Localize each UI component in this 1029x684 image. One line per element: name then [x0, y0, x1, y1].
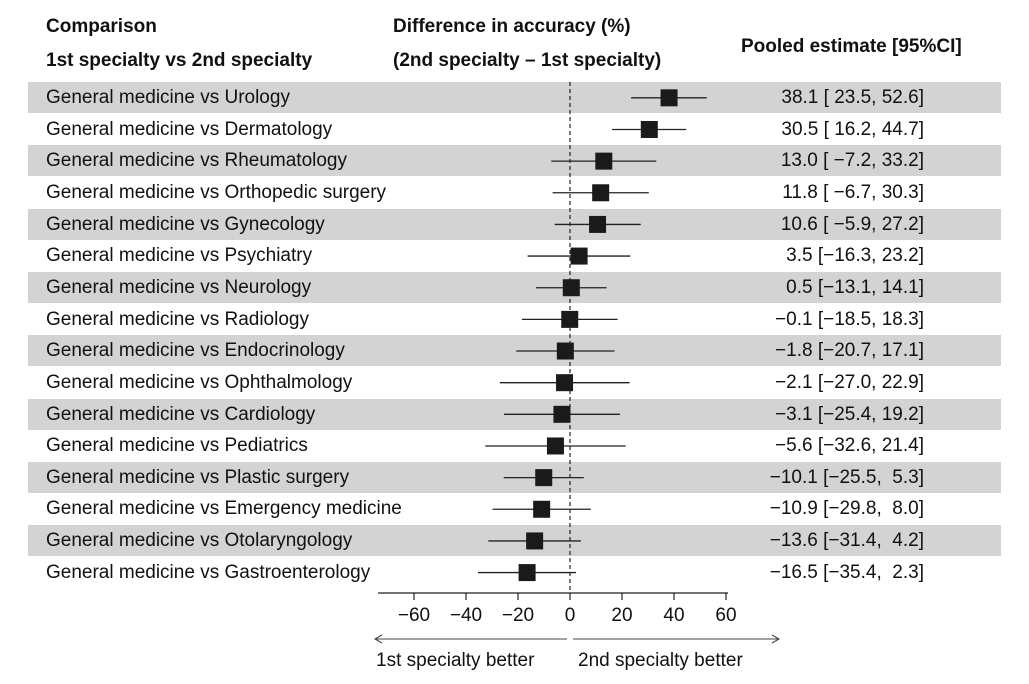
comparison-label: General medicine vs Endocrinology	[46, 340, 345, 362]
row-shading	[28, 208, 1001, 240]
x-tick-label: 0	[564, 605, 576, 626]
x-tick-label: 40	[663, 605, 685, 626]
comparison-label: General medicine vs Cardiology	[46, 403, 316, 425]
x-tick-label: 60	[715, 605, 737, 626]
comparison-label: General medicine vs Rheumatology	[46, 150, 347, 172]
pooled-estimate-value: 30.5 [ 16.2, 44.7]	[781, 118, 924, 140]
comparison-label: General medicine vs Pediatrics	[46, 435, 308, 457]
comparison-label: General medicine vs Gastroenterology	[46, 561, 371, 583]
pooled-estimate-value: −13.6 [−31.4, 4.2]	[769, 530, 924, 552]
point-estimate	[592, 184, 610, 202]
pooled-estimate-value: −5.6 [−32.6, 21.4]	[775, 435, 924, 457]
left-direction-arrow	[373, 634, 567, 644]
direction-right-label: 2nd specialty better	[578, 650, 743, 671]
x-tick-label: 20	[611, 605, 633, 626]
comparison-label: General medicine vs Otolaryngology	[46, 530, 353, 552]
point-estimate	[570, 247, 588, 265]
pooled-estimate-value: 10.6 [ −5.9, 27.2]	[780, 213, 924, 235]
pooled-estimate-value: −0.1 [−18.5, 18.3]	[775, 308, 924, 330]
x-tick-label: −20	[501, 605, 535, 626]
difference-subheader: (2nd specialty – 1st specialty)	[393, 50, 662, 71]
point-estimate	[553, 405, 571, 423]
comparison-label: General medicine vs Dermatology	[46, 118, 333, 140]
pooled-estimate-header: Pooled estimate [95%CI]	[741, 36, 962, 57]
comparison-label: General medicine vs Emergency medicine	[46, 498, 402, 520]
x-tick-label: −40	[449, 605, 483, 626]
difference-header: Difference in accuracy (%)	[393, 16, 631, 37]
comparison-label: General medicine vs Gynecology	[46, 213, 325, 235]
point-estimate	[535, 469, 553, 487]
point-estimate	[589, 215, 607, 233]
point-estimate	[595, 152, 613, 170]
point-estimate	[660, 89, 678, 107]
direction-left-label: 1st specialty better	[376, 650, 535, 671]
pooled-estimate-value: 38.1 [ 23.5, 52.6]	[781, 87, 924, 108]
point-estimate	[561, 310, 579, 328]
comparison-label: General medicine vs Psychiatry	[46, 245, 313, 267]
point-estimate	[518, 564, 536, 582]
row-shading	[28, 271, 1001, 303]
point-estimate	[562, 279, 580, 297]
comparison-header: Comparison	[46, 16, 157, 37]
pooled-estimate-value: −16.5 [−35.4, 2.3]	[769, 561, 924, 583]
pooled-estimate-value: 11.8 [ −6.7, 30.3]	[782, 181, 924, 203]
x-tick-label: −60	[397, 605, 431, 626]
pooled-estimate-value: 13.0 [ −7.2, 33.2]	[780, 150, 924, 172]
comparison-label: General medicine vs Urology	[46, 87, 290, 108]
point-estimate	[546, 437, 564, 455]
comparison-label: General medicine vs Orthopedic surgery	[46, 181, 387, 203]
row-shading	[28, 82, 1001, 113]
point-estimate	[556, 374, 574, 392]
pooled-estimate-value: −1.8 [−20.7, 17.1]	[775, 340, 924, 362]
point-estimate	[526, 532, 544, 550]
comparison-label: General medicine vs Neurology	[46, 276, 312, 298]
comparison-label: General medicine vs Radiology	[46, 308, 309, 330]
comparison-label: General medicine vs Plastic surgery	[46, 466, 350, 488]
point-estimate	[640, 120, 658, 138]
row-shading	[28, 145, 1001, 177]
pooled-estimate-value: −2.1 [−27.0, 22.9]	[775, 371, 924, 393]
pooled-estimate-value: 3.5 [−16.3, 23.2]	[786, 245, 924, 267]
pooled-estimate-value: 0.5 [−13.1, 14.1]	[786, 276, 924, 298]
comparison-label: General medicine vs Ophthalmology	[46, 371, 353, 393]
point-estimate	[533, 500, 551, 518]
pooled-estimate-value: −10.1 [−25.5, 5.3]	[769, 466, 924, 488]
point-estimate	[556, 342, 574, 360]
comparison-subheader: 1st specialty vs 2nd specialty	[46, 50, 313, 71]
right-direction-arrow	[573, 634, 781, 644]
pooled-estimate-value: −10.9 [−29.8, 8.0]	[769, 498, 924, 520]
row-shading	[28, 335, 1001, 367]
pooled-estimate-value: −3.1 [−25.4, 19.2]	[775, 403, 924, 425]
